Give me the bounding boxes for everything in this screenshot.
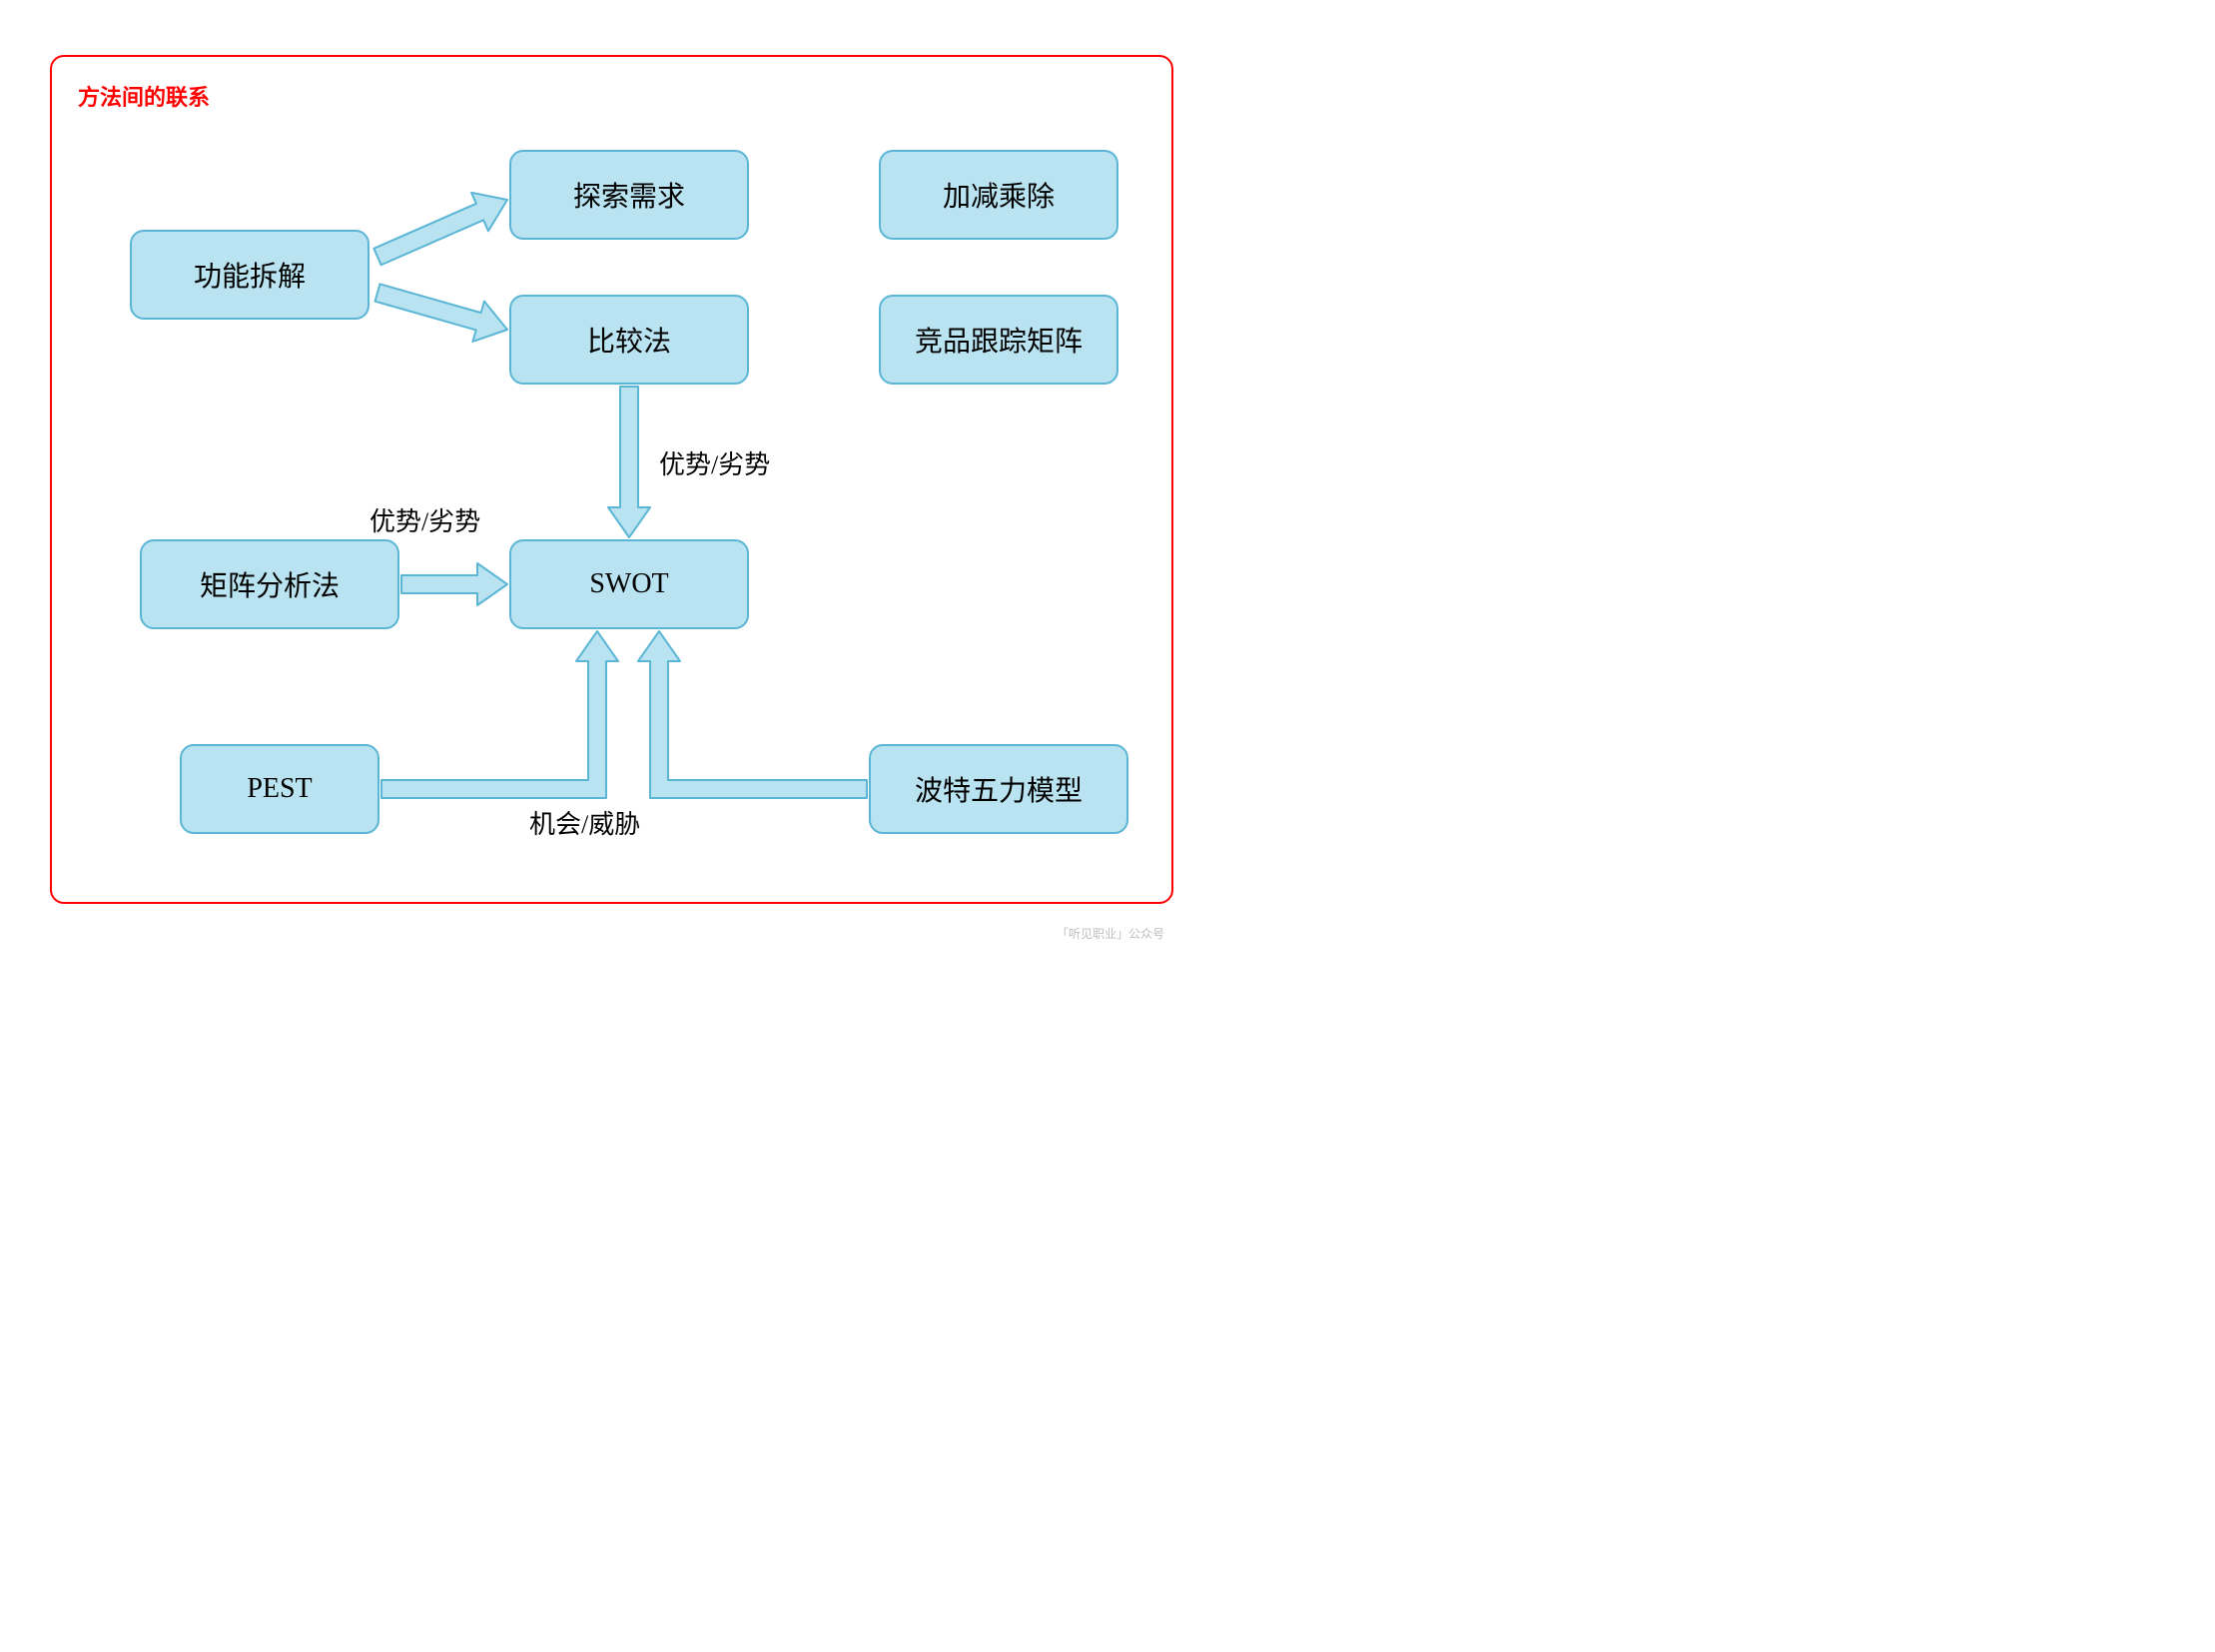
watermark: 「听见职业」公众号: [1057, 925, 1164, 942]
edge-label-opportunity-threat: 机会/威胁: [529, 804, 640, 841]
node-pest: PEST: [180, 744, 379, 834]
node-compare: 比较法: [509, 295, 749, 385]
node-label: SWOT: [589, 568, 668, 600]
diagram-canvas: 方法间的联系 功能拆解 探索需求 比较法 加减乘除 竞品跟踪矩阵 矩阵分析法 S…: [0, 0, 1216, 953]
node-label: 功能拆解: [194, 255, 306, 295]
node-matrix-method: 矩阵分析法: [140, 539, 399, 629]
node-label: 比较法: [587, 320, 671, 360]
node-label: 矩阵分析法: [200, 564, 340, 604]
node-label: 波特五力模型: [915, 769, 1083, 809]
diagram-title: 方法间的联系: [78, 80, 210, 112]
node-porter: 波特五力模型: [869, 744, 1128, 834]
node-add-sub: 加减乘除: [879, 150, 1118, 240]
edge-label-compare-swot: 优势/劣势: [659, 444, 770, 481]
node-label: 探索需求: [573, 175, 685, 215]
node-swot: SWOT: [509, 539, 749, 629]
node-label: 加减乘除: [943, 175, 1055, 215]
edge-label-matrix-swot: 优势/劣势: [369, 501, 480, 538]
node-track-matrix: 竞品跟踪矩阵: [879, 295, 1118, 385]
node-func-decomp: 功能拆解: [130, 230, 369, 320]
node-explore: 探索需求: [509, 150, 749, 240]
node-label: PEST: [247, 773, 312, 805]
node-label: 竞品跟踪矩阵: [915, 320, 1083, 360]
